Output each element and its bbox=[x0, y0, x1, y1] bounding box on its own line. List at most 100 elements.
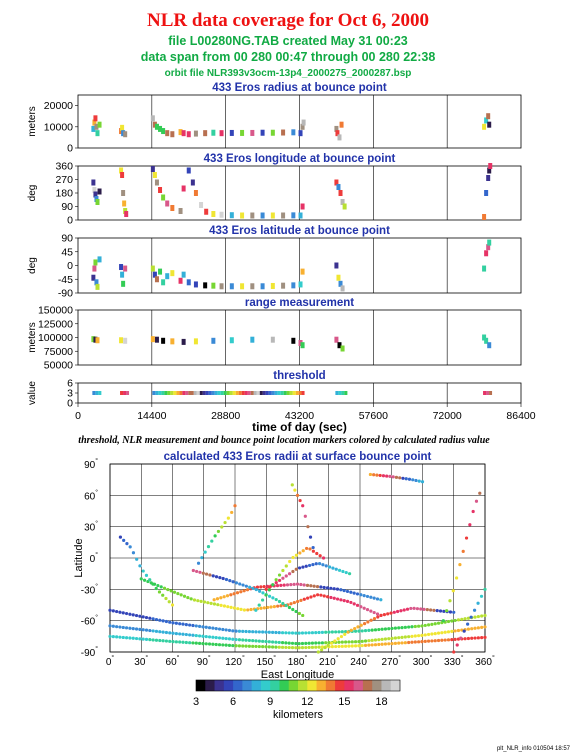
bounce-point bbox=[320, 645, 324, 649]
bounce-point bbox=[251, 586, 255, 590]
data-point bbox=[211, 337, 216, 344]
bounce-point bbox=[264, 639, 268, 644]
bounce-point bbox=[456, 618, 461, 622]
bounce-point bbox=[353, 626, 357, 631]
data-point bbox=[97, 121, 102, 128]
data-point bbox=[487, 342, 492, 349]
data-point bbox=[120, 172, 125, 178]
bounce-point bbox=[317, 645, 321, 649]
bounce-point bbox=[242, 608, 247, 612]
bounce-point bbox=[326, 643, 330, 647]
bounce-point bbox=[124, 636, 129, 640]
bounce-point bbox=[241, 629, 245, 633]
bounce-point bbox=[298, 551, 302, 555]
bounce-point bbox=[422, 607, 426, 611]
lon-tick-label: 300° bbox=[413, 654, 433, 668]
bounce-point bbox=[118, 610, 122, 614]
bounce-point bbox=[343, 632, 347, 636]
bounce-point bbox=[266, 605, 270, 610]
bounce-point bbox=[274, 581, 278, 585]
bounce-point bbox=[468, 523, 472, 527]
data-point bbox=[204, 208, 209, 215]
bounce-point bbox=[430, 632, 434, 636]
bounce-point bbox=[372, 596, 376, 600]
bounce-point bbox=[340, 640, 344, 644]
bounce-point bbox=[452, 650, 456, 654]
threshold-marker bbox=[199, 391, 203, 395]
bounce-track bbox=[139, 577, 383, 618]
bounce-point bbox=[368, 472, 373, 477]
y-tick-label: 360 bbox=[55, 161, 73, 173]
data-point bbox=[95, 199, 100, 205]
bounce-track bbox=[452, 587, 487, 654]
bounce-point bbox=[419, 607, 423, 611]
bounce-point bbox=[280, 641, 285, 645]
lat-tick-label: 0° bbox=[90, 551, 99, 565]
bounce-point bbox=[111, 635, 115, 639]
bounce-point bbox=[281, 601, 285, 606]
bounce-point bbox=[294, 567, 298, 571]
bounce-point bbox=[258, 589, 262, 593]
bounce-point bbox=[312, 594, 316, 598]
bounce-point bbox=[199, 599, 203, 603]
data-point bbox=[229, 129, 234, 136]
bounce-point bbox=[171, 631, 175, 635]
data-point bbox=[270, 129, 275, 136]
data-point bbox=[291, 129, 296, 136]
bounce-point bbox=[300, 646, 305, 650]
data-point bbox=[193, 130, 198, 137]
lon-tick-label: 210° bbox=[319, 654, 339, 668]
bounce-point bbox=[121, 625, 125, 630]
colorbar-swatch bbox=[344, 680, 355, 691]
bounce-point bbox=[433, 622, 437, 626]
bounce-point bbox=[144, 637, 149, 641]
data-point bbox=[123, 337, 128, 344]
data-point bbox=[281, 129, 286, 136]
bounce-point bbox=[297, 641, 301, 646]
data-point bbox=[250, 283, 255, 290]
bounce-point bbox=[336, 637, 340, 641]
bounce-point bbox=[382, 613, 386, 617]
bounce-point bbox=[206, 545, 211, 549]
data-point bbox=[181, 185, 186, 192]
y-tick-label: 3 bbox=[67, 388, 73, 400]
bounce-point bbox=[217, 636, 222, 640]
data-point bbox=[219, 211, 224, 218]
bounce-point bbox=[386, 612, 390, 616]
bounce-point bbox=[237, 629, 242, 633]
bounce-track bbox=[108, 634, 487, 650]
bounce-point bbox=[407, 635, 411, 639]
bounce-point bbox=[156, 583, 160, 588]
threshold-marker bbox=[208, 391, 212, 395]
data-point bbox=[486, 113, 491, 120]
bounce-point bbox=[401, 476, 405, 480]
bounce-point bbox=[390, 636, 394, 640]
bounce-point bbox=[372, 617, 377, 621]
bounce-point bbox=[297, 611, 301, 616]
bounce-point bbox=[251, 630, 255, 634]
bounce-point bbox=[458, 563, 462, 567]
data-point bbox=[170, 338, 175, 345]
bounce-point bbox=[423, 633, 427, 637]
panel-title: threshold bbox=[273, 370, 325, 382]
bounce-point bbox=[356, 625, 360, 629]
bounce-point bbox=[310, 641, 315, 645]
data-point bbox=[95, 337, 100, 344]
bounce-point bbox=[151, 617, 155, 621]
data-point bbox=[240, 129, 245, 136]
bounce-point bbox=[118, 635, 122, 639]
degree-mark: ° bbox=[367, 654, 370, 662]
bounce-point bbox=[267, 630, 271, 634]
colorbar-swatch bbox=[196, 680, 206, 691]
threshold-marker bbox=[202, 391, 206, 395]
data-point bbox=[119, 167, 124, 174]
bounce-point bbox=[470, 627, 474, 631]
bounce-point bbox=[360, 643, 364, 648]
bounce-point bbox=[307, 563, 312, 568]
bounce-point bbox=[446, 619, 451, 624]
bounce-point bbox=[157, 590, 162, 594]
bounce-point bbox=[309, 584, 313, 588]
threshold-marker bbox=[229, 391, 233, 395]
bounce-point bbox=[223, 520, 227, 525]
bounce-point bbox=[363, 639, 368, 643]
